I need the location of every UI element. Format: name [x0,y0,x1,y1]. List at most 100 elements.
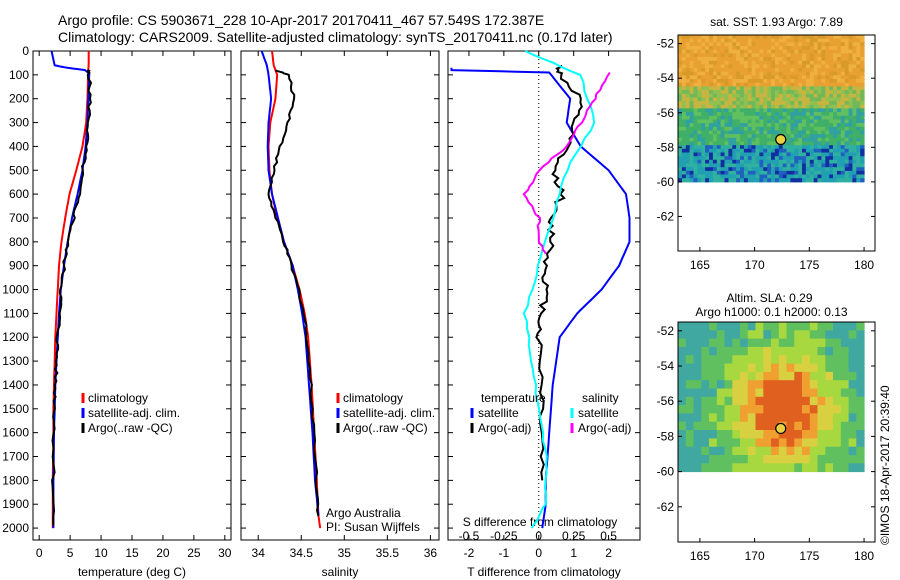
heatmap-cell [798,159,803,164]
heatmap-cell [693,170,698,176]
heatmap-cell [809,388,819,398]
heatmap-cell [852,112,857,117]
heatmap-cell [794,53,799,58]
heatmap-cell [685,421,695,431]
heatmap-cell [844,178,850,183]
heatmap-cell [836,108,842,113]
heatmap-cell [732,446,741,456]
heatmap-cell [759,71,764,76]
x-tick-label: 30 [218,546,232,560]
heatmap-cell [747,145,753,150]
heatmap-cell [716,90,722,95]
heatmap-cell [774,82,780,87]
heatmap-cell [856,35,861,40]
heatmap-cell [736,82,741,87]
heatmap-cell [678,71,683,76]
heatmap-cell [794,79,799,84]
heatmap-cell [747,97,753,102]
heatmap-cell [701,463,710,473]
heatmap-cell [794,126,799,131]
heatmap-cell [709,363,718,373]
heatmap-cell [732,35,737,40]
heatmap-cell [701,396,710,406]
heatmap-cell [740,371,749,381]
heatmap-cell [678,93,683,98]
heatmap-cell [802,90,807,95]
heatmap-cell [755,438,764,448]
heatmap-cell [685,53,691,58]
heatmap-cell [693,446,702,456]
heatmap-cell [740,174,745,179]
heatmap-cell [771,322,780,331]
heatmap-cell [728,156,733,161]
heatmap-cell [681,90,687,95]
heatmap-cell [755,35,760,40]
heatmap-cell [852,82,857,87]
heatmap-cell [724,79,729,84]
heatmap-cell [712,119,718,124]
heatmap-cell [712,60,718,65]
heatmap-cell [685,68,691,73]
heatmap-cell [774,75,780,80]
heatmap-cell [805,57,811,62]
heatmap-cell [755,104,760,109]
heatmap-cell [852,46,857,51]
heatmap-cell [751,97,756,102]
heatmap-cell [716,170,722,176]
y-tick-label: -52 [657,37,675,51]
heatmap-cell [716,455,726,464]
heatmap-cell [771,145,776,150]
heatmap-cell [705,152,710,157]
x-tick-label: 180 [854,258,874,272]
heatmap-cell [802,35,807,40]
heatmap-cell [856,49,861,54]
heatmap-cell [709,60,714,65]
heatmap-cell [759,79,764,84]
heatmap-cell [778,463,788,473]
heatmap-cell [736,97,741,102]
heatmap-cell [821,64,826,69]
heatmap-cell [805,86,811,91]
heatmap-cell [829,156,834,161]
heatmap-cell [848,463,857,473]
heatmap-cell [771,355,780,364]
heatmap-cell [825,163,830,168]
heatmap-cell [782,104,788,109]
heatmap-cell [802,396,811,406]
heatmap-cell [701,156,706,161]
heatmap-cell [778,42,784,47]
heatmap-cell [794,82,799,87]
map-subtitle: Argo h1000: 0.1 h2000: 0.13 [695,305,847,319]
heatmap-cell [728,68,733,73]
heatmap-cell [751,167,756,172]
heatmap-cell [809,159,815,164]
heatmap-cell [817,322,826,331]
heatmap-cell [678,53,683,58]
heatmap-cell [809,338,819,348]
heatmap-cell [844,130,850,135]
heatmap-cell [860,71,865,76]
heatmap-cell [759,152,764,157]
heatmap-cell [844,170,850,176]
x-tick-label: -2 [464,546,475,560]
heatmap-cell [736,79,741,84]
heatmap-cell [786,371,795,381]
heatmap-cell [860,108,865,113]
heatmap-cell [724,322,733,331]
heatmap-cell [755,101,760,106]
heatmap-cell [802,93,807,98]
heatmap-cell [782,167,788,172]
heatmap-cell [790,134,795,139]
heatmap-cell [685,71,691,76]
heatmap-cell [821,97,826,102]
heatmap-cell [716,130,722,135]
heatmap-cell [836,174,842,179]
heatmap-cell [763,371,772,381]
heatmap-cell [732,159,737,164]
heatmap-cell [856,82,861,87]
heatmap-cell [705,141,710,146]
heatmap-cell [701,93,706,98]
heatmap-cell [755,42,760,47]
heatmap-cell [829,104,834,109]
heatmap-cell [825,405,834,414]
